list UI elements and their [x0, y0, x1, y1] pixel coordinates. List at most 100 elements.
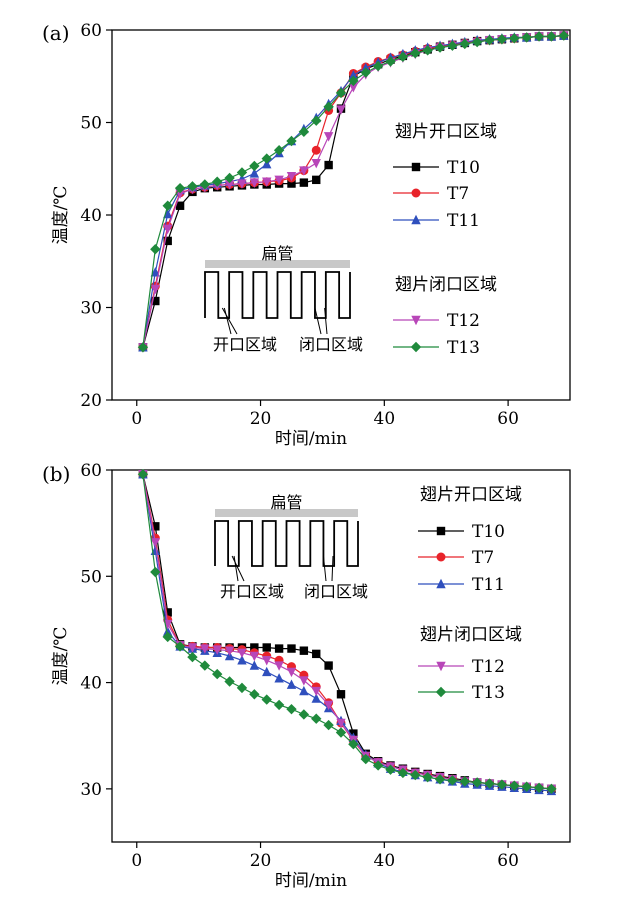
y-tick-label: 40 — [80, 206, 102, 226]
y-axis-label: 温度/℃ — [51, 186, 71, 245]
panel-label-a: (a) — [42, 21, 70, 45]
data-point-T10 — [163, 608, 172, 617]
legend-label-T10: T10 — [472, 522, 505, 542]
data-point-T10 — [299, 646, 309, 655]
legend-label-T7: T7 — [472, 548, 494, 568]
legend-group-title: 翅片闭口区域 — [395, 275, 497, 295]
data-point-T13 — [459, 38, 470, 50]
y-tick-label: 50 — [80, 567, 102, 587]
data-point-T11 — [274, 673, 284, 683]
x-tick-label: 0 — [131, 851, 142, 871]
data-point-T13 — [249, 160, 260, 172]
data-point-T12 — [311, 159, 321, 169]
data-point-T13 — [224, 172, 235, 184]
data-point-T10 — [274, 644, 284, 653]
data-point-T13 — [471, 36, 483, 48]
data-point-T13 — [298, 709, 310, 720]
data-point-T10 — [312, 175, 321, 185]
x-tick-label: 60 — [497, 851, 519, 871]
flat-tube-bar — [205, 260, 350, 268]
data-point-T10 — [287, 644, 296, 653]
data-point-T10 — [163, 236, 172, 246]
data-point-T13 — [323, 101, 334, 112]
data-point-T13 — [137, 469, 149, 480]
data-point-T13 — [212, 176, 223, 187]
legend-label-T12: T12 — [447, 311, 480, 331]
inset-open-label: 开口区域 — [220, 582, 284, 601]
data-point-T12 — [187, 643, 198, 653]
data-point-T13 — [261, 153, 272, 164]
series-T13 — [137, 30, 570, 353]
data-point-T13 — [286, 703, 297, 715]
legend-marker-T13 — [435, 686, 447, 698]
data-point-T13 — [137, 342, 149, 353]
data-point-T13 — [348, 739, 359, 750]
data-point-T13 — [397, 51, 409, 63]
data-point-T12 — [286, 171, 297, 182]
data-point-T13 — [496, 34, 508, 45]
data-point-T10 — [175, 201, 185, 210]
data-point-T13 — [509, 33, 520, 44]
data-point-T12 — [200, 644, 210, 654]
data-point-T13 — [187, 651, 198, 663]
legend-marker-T10 — [436, 526, 446, 536]
data-point-T10 — [336, 690, 346, 699]
data-point-T13 — [422, 45, 433, 56]
inset-open-pointer — [231, 555, 245, 582]
data-point-T11 — [299, 685, 309, 696]
legend-label-T10: T10 — [447, 158, 480, 178]
data-point-T10 — [324, 661, 333, 670]
data-point-T13 — [533, 782, 545, 793]
data-point-T12 — [224, 180, 235, 190]
data-point-T12 — [336, 105, 346, 115]
series-T13 — [137, 469, 557, 795]
legend-group-title: 翅片开口区域 — [420, 485, 522, 505]
data-point-T12 — [336, 718, 346, 729]
data-point-T13 — [484, 34, 495, 46]
inset-open-pointer — [221, 307, 238, 335]
x-tick-label: 20 — [250, 409, 272, 429]
data-point-T13 — [273, 699, 285, 711]
inset-closed-label: 闭口区域 — [304, 582, 368, 601]
series-line-T13 — [142, 474, 552, 790]
data-point-T13 — [422, 771, 433, 783]
data-point-T10 — [299, 178, 309, 187]
data-point-T13 — [162, 200, 173, 211]
data-point-T13 — [348, 75, 359, 87]
data-point-T13 — [199, 179, 211, 190]
data-point-T13 — [410, 769, 421, 781]
x-tick-label: 40 — [374, 851, 396, 871]
data-point-T13 — [385, 764, 396, 775]
y-tick-label: 50 — [80, 114, 102, 134]
inset-open-pointer — [233, 555, 239, 582]
data-point-T13 — [558, 30, 570, 41]
data-point-T12 — [323, 132, 334, 142]
data-point-T12 — [150, 538, 161, 548]
data-point-T13 — [236, 682, 248, 694]
data-point-T11 — [262, 666, 272, 677]
data-point-T13 — [273, 145, 285, 156]
data-point-T12 — [311, 686, 321, 697]
data-point-T11 — [163, 626, 173, 636]
data-point-T13 — [150, 244, 161, 255]
data-point-T12 — [299, 166, 309, 176]
x-axis-label: 时间/min — [275, 429, 347, 449]
data-point-T12 — [348, 83, 359, 93]
data-point-T10 — [312, 649, 321, 659]
y-tick-label: 40 — [80, 674, 102, 694]
data-point-T13 — [224, 676, 235, 687]
data-point-T13 — [434, 42, 446, 53]
legend: 翅片开口区域 T10 T7 T11 翅片闭口区域 T12 T13 — [418, 485, 522, 703]
inset-closed-pointer — [322, 555, 327, 582]
data-point-T13 — [471, 777, 483, 788]
data-point-T13 — [249, 689, 260, 700]
data-point-T12 — [323, 700, 334, 711]
data-point-T12 — [262, 656, 272, 666]
inset-closed-pointer — [324, 307, 328, 335]
x-tick-label: 60 — [497, 409, 519, 429]
data-point-T11 — [311, 693, 321, 703]
flat-tube-bar — [215, 509, 358, 517]
